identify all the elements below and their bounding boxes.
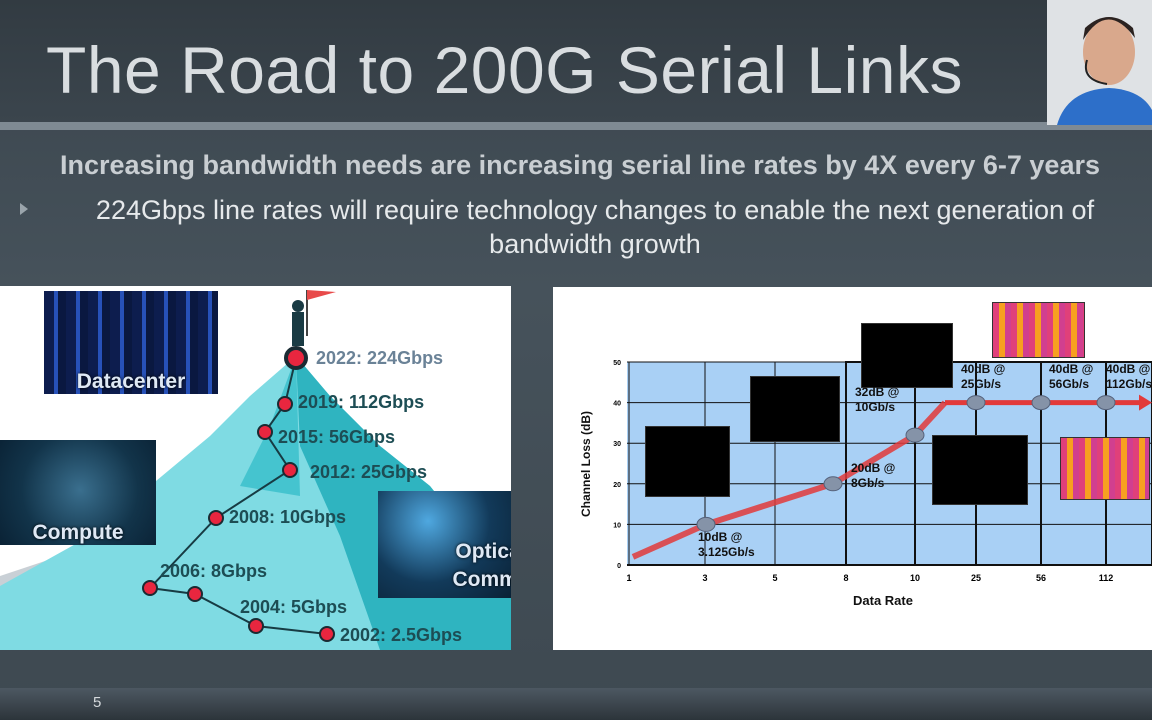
eye-diagram-112g: [1060, 437, 1150, 500]
arrow-head-icon: [1139, 394, 1152, 411]
milestone-dot: [277, 396, 293, 412]
datacenter-label: Datacenter: [76, 370, 186, 393]
page-number: 5: [93, 694, 102, 711]
data-point-label: 10dB @ 3.125Gb/s: [698, 530, 755, 559]
eye-diagram-25g: [932, 435, 1028, 505]
milestone-label: 2006: 8Gbps: [160, 561, 268, 581]
data-point: [1031, 395, 1051, 411]
y-tick-label: 10: [613, 522, 621, 529]
climber-icon: [292, 312, 304, 346]
x-tick-label: 1: [626, 573, 631, 583]
y-tick-label: 50: [613, 360, 621, 367]
subtitle: Increasing bandwidth needs are increasin…: [60, 150, 1100, 180]
webcam-video: [1047, 0, 1152, 125]
x-tick-label: 25: [971, 573, 981, 583]
mountain-roadmap: Datacenter Compute Optical Comms 2022: 2…: [0, 286, 511, 650]
data-point-label: 40dB @ 112Gb/s: [1106, 362, 1152, 391]
y-tick-label: 40: [613, 401, 621, 408]
compute-label: Compute: [32, 521, 124, 544]
eye-diagram-10g: [861, 323, 953, 388]
eye-diagram-56g: [992, 302, 1085, 358]
y-tick-label: 0: [617, 563, 621, 570]
data-point-label: 32dB @ 10Gb/s: [855, 385, 900, 414]
y-tick-label: 20: [613, 482, 621, 489]
x-axis-label: Data Rate: [853, 593, 913, 608]
milestone-dot: [319, 626, 335, 642]
optical-comms-image: Optical Comms: [378, 491, 511, 598]
milestone-dot: [142, 580, 158, 596]
optical-comms-label: Optical Comms: [452, 540, 511, 591]
milestone-dot: [284, 346, 308, 370]
eye-diagram-8g: [750, 376, 840, 442]
milestone-dot: [248, 618, 264, 634]
x-tick-label: 112: [1099, 573, 1114, 583]
datacenter-image: Datacenter: [44, 291, 218, 394]
data-point: [905, 427, 925, 443]
milestone-dot: [282, 462, 298, 478]
channel-loss-chart: 0 10 20 30 40 50 1 3 5 8 10 25 56 112 10dB @ 3.125Gb/…: [553, 287, 1152, 650]
milestone-dot: [187, 586, 203, 602]
milestone-dot: [257, 424, 273, 440]
x-tick-label: 5: [772, 573, 777, 583]
flag-icon: [307, 290, 336, 300]
x-tick-label: 56: [1036, 573, 1046, 583]
slide-title: The Road to 200G Serial Links: [46, 33, 964, 107]
milestone-label: 2004: 5Gbps: [240, 597, 348, 617]
data-point: [1096, 395, 1116, 411]
eye-diagram-3g: [645, 426, 730, 497]
plot-box-highlight: [845, 361, 1152, 566]
title-bar: The Road to 200G Serial Links: [0, 0, 1152, 122]
y-axis-label: Channel Loss (dB): [579, 411, 593, 518]
data-point-label: 40dB @ 56Gb/s: [1049, 362, 1094, 391]
data-point-label: 20dB @ 8Gb/s: [851, 461, 896, 490]
data-point: [696, 516, 716, 532]
x-tick-label: 8: [843, 573, 848, 583]
y-tick-label: 30: [613, 441, 621, 448]
x-tick-label: 10: [910, 573, 920, 583]
x-tick-label: 3: [702, 573, 707, 583]
divider: [0, 122, 1152, 130]
milestone-label: 2019: 112Gbps: [298, 392, 425, 412]
milestone-label: 2015: 56Gbps: [278, 427, 396, 447]
milestone-label: 2022: 224Gbps: [316, 348, 444, 368]
bullet-triangle-icon: [20, 203, 28, 215]
compute-image: Compute: [0, 440, 156, 545]
footer-bar: [0, 688, 1152, 720]
data-point: [823, 476, 843, 492]
data-point: [966, 395, 986, 411]
data-point-label: 40dB @ 25Gb/s: [961, 362, 1006, 391]
milestone-label: 2008: 10Gbps: [229, 507, 347, 527]
milestone-label: 2002: 2.5Gbps: [340, 625, 463, 645]
milestone-label: 2012: 25Gbps: [310, 462, 428, 482]
bullet-text: 224Gbps line rates will require technolo…: [95, 195, 1095, 259]
milestone-dot: [208, 510, 224, 526]
presenter-image: [1047, 0, 1152, 125]
